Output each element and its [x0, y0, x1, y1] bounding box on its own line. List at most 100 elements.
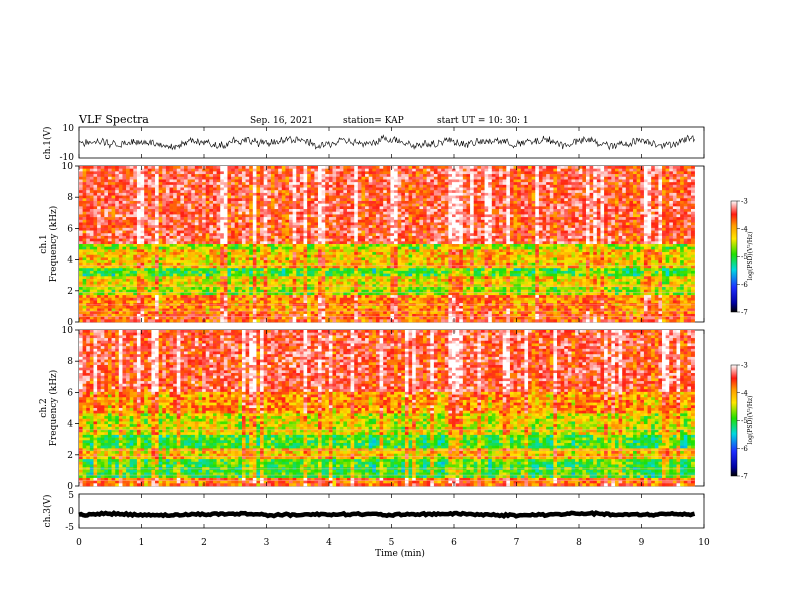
- spectrogram-cell: [270, 257, 275, 261]
- spectrogram-cell: [289, 252, 293, 256]
- spectrogram-cell: [303, 233, 308, 237]
- spectrogram-cell: [133, 278, 138, 282]
- spectrogram-cell: [79, 281, 83, 285]
- spectrogram-cell: [260, 254, 264, 258]
- spectrogram-cell: [307, 184, 312, 188]
- spectrogram-cell: [136, 222, 141, 226]
- spectrogram-cell: [187, 252, 192, 256]
- spectrogram-cell: [365, 246, 369, 250]
- spectrogram-cell: [336, 268, 341, 272]
- spectrogram-cell: [212, 192, 217, 196]
- spectrogram-cell: [252, 270, 257, 274]
- spectrogram-cell: [278, 244, 283, 247]
- spectrogram-cell: [97, 254, 102, 258]
- spectrogram-cell: [354, 281, 359, 285]
- spectrogram-cell: [216, 187, 221, 191]
- spectrogram-cell: [173, 278, 178, 282]
- spectrogram-cell: [198, 241, 203, 245]
- spectrogram-cell: [209, 295, 214, 299]
- spectrogram-cell: [379, 257, 384, 261]
- spectrogram-cell: [231, 203, 236, 207]
- spectrogram-cell: [97, 295, 102, 299]
- spectrogram-cell: [205, 230, 210, 234]
- spectrogram-cell: [169, 254, 174, 258]
- spectrogram-cell: [191, 168, 196, 172]
- spectrogram-cell: [357, 292, 362, 296]
- spectrogram-cell: [209, 195, 214, 199]
- spectrogram-cell: [162, 270, 167, 274]
- spectrogram-cell: [372, 219, 377, 223]
- spectrogram-cell: [339, 214, 344, 218]
- spectrogram-cell: [191, 270, 196, 274]
- spectrogram-cell: [379, 182, 384, 186]
- spectrogram-cell: [115, 190, 120, 194]
- spectrogram-cell: [339, 249, 344, 253]
- spectrogram-cell: [194, 192, 199, 196]
- spectrogram-cell: [115, 195, 120, 199]
- spectrogram-cell: [129, 217, 134, 221]
- spectrogram-cell: [318, 292, 322, 296]
- spectrogram-cell: [245, 278, 250, 282]
- spectrogram-cell: [375, 249, 380, 253]
- spectrogram-cell: [245, 179, 250, 183]
- spectrogram-cell: [318, 262, 322, 266]
- spectrogram-cell: [187, 289, 192, 293]
- spectrogram-cell: [89, 198, 94, 202]
- spectrogram-cell: [339, 246, 344, 250]
- spectrogram-cell: [274, 168, 279, 172]
- spectrogram-cell: [299, 214, 304, 218]
- spectrogram-cell: [173, 200, 178, 204]
- spectrogram-cell: [209, 219, 214, 223]
- spectrogram-cell: [379, 278, 384, 282]
- spectrogram-cell: [165, 260, 170, 264]
- spectrogram-cell: [386, 262, 391, 266]
- spectrogram-cell: [202, 260, 207, 264]
- spectrogram-cell: [252, 219, 257, 223]
- spectrogram-cell: [343, 265, 348, 269]
- spectrogram-cell: [165, 273, 170, 277]
- spectrogram-cell: [209, 179, 214, 183]
- spectrogram-cell: [383, 217, 388, 221]
- spectrogram-cell: [140, 192, 145, 196]
- spectrogram-cell: [144, 278, 149, 282]
- spectrogram-cell: [318, 219, 322, 223]
- spectrogram-cell: [256, 195, 261, 199]
- spectrogram-cell: [133, 241, 138, 245]
- spectrogram-cell: [86, 200, 91, 204]
- spectrogram-cell: [299, 235, 304, 239]
- spectrogram-cell: [89, 225, 94, 229]
- spectrogram-cell: [249, 265, 254, 269]
- spectrogram-cell: [133, 168, 138, 172]
- spectrogram-cell: [234, 289, 239, 293]
- spectrogram-cell: [379, 265, 384, 269]
- spectrogram-cell: [231, 254, 236, 258]
- spectrogram-cell: [89, 166, 94, 169]
- spectrogram-cell: [357, 254, 362, 258]
- spectrogram-cell: [184, 246, 188, 250]
- spectrogram-cell: [357, 246, 362, 250]
- spectrogram-cell: [350, 230, 355, 234]
- spectrogram-cell: [93, 308, 98, 312]
- spectrogram-cell: [231, 281, 236, 285]
- spectrogram-cell: [198, 270, 203, 274]
- spectrogram-cell: [209, 214, 214, 218]
- spectrogram-cell: [274, 203, 279, 207]
- spectrogram-cell: [227, 219, 232, 223]
- spectrogram-cell: [205, 295, 210, 299]
- spectrogram-cell: [292, 203, 297, 207]
- spectrogram-cell: [144, 200, 149, 204]
- spectrogram-cell: [86, 174, 91, 178]
- spectrogram-cell: [212, 265, 217, 269]
- spectrogram-cell: [310, 179, 315, 183]
- spectrogram-cell: [126, 254, 130, 258]
- spectrogram-cell: [252, 265, 257, 269]
- spectrogram-cell: [245, 311, 250, 315]
- spectrogram-cell: [336, 297, 341, 301]
- spectrogram-cell: [93, 187, 98, 191]
- spectrogram-cell: [115, 305, 120, 309]
- spectrogram-cell: [89, 311, 94, 315]
- spectrogram-cell: [245, 295, 250, 299]
- spectrogram-cell: [100, 316, 105, 320]
- spectrogram-cell: [147, 308, 152, 312]
- spectrogram-cell: [129, 214, 134, 218]
